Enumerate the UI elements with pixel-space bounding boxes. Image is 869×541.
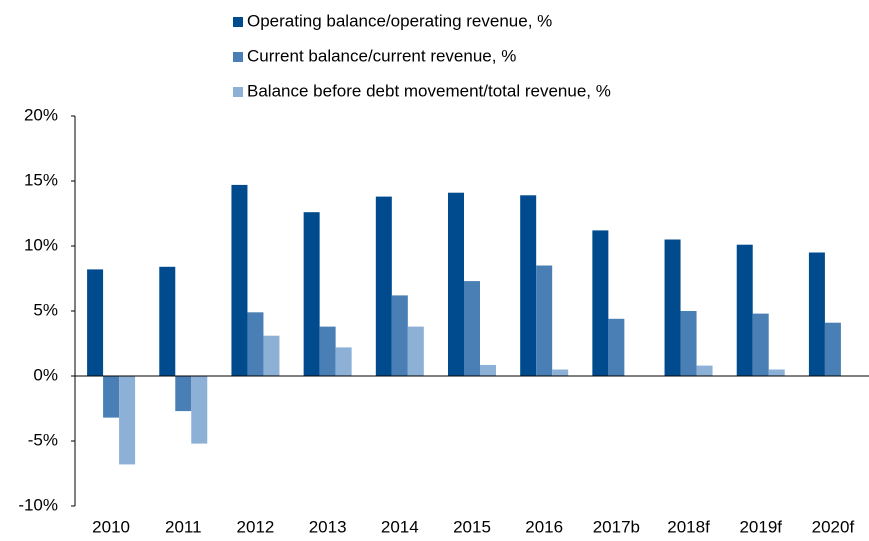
x-tick-label: 2012 bbox=[237, 517, 275, 536]
bar bbox=[592, 230, 609, 376]
bar bbox=[808, 252, 825, 376]
bar bbox=[263, 335, 280, 376]
legend-swatch bbox=[233, 87, 243, 97]
y-tick-label: -10% bbox=[18, 495, 58, 514]
bar bbox=[335, 347, 352, 376]
y-tick-label: -5% bbox=[28, 430, 58, 449]
legend-swatch bbox=[233, 52, 243, 62]
y-tick-label: 20% bbox=[24, 105, 58, 124]
x-tick-label: 2020f bbox=[812, 517, 855, 536]
legend-label: Current balance/current revenue, % bbox=[247, 46, 516, 65]
bar bbox=[552, 369, 569, 376]
bar bbox=[159, 266, 176, 376]
bar bbox=[87, 269, 104, 376]
bar bbox=[664, 239, 681, 376]
x-tick-label: 2013 bbox=[309, 517, 347, 536]
x-tick-label: 2010 bbox=[92, 517, 130, 536]
bar bbox=[407, 326, 424, 376]
bar bbox=[480, 364, 496, 376]
bar bbox=[536, 265, 553, 376]
y-tick-label: 5% bbox=[33, 300, 58, 319]
bar bbox=[391, 295, 408, 376]
x-tick-label: 2017b bbox=[593, 517, 640, 536]
x-tick-label: 2019f bbox=[739, 517, 782, 536]
bar bbox=[736, 244, 753, 376]
bar bbox=[231, 184, 248, 376]
x-tick-label: 2016 bbox=[525, 517, 563, 536]
bar bbox=[319, 326, 336, 376]
legend-label: Balance before debt movement/total reven… bbox=[247, 81, 611, 100]
legend-swatch bbox=[233, 17, 243, 27]
x-tick-label: 2014 bbox=[381, 517, 419, 536]
bar bbox=[119, 376, 136, 465]
bar bbox=[768, 369, 785, 376]
bar bbox=[191, 376, 208, 444]
legend-label: Operating balance/operating revenue, % bbox=[247, 11, 552, 30]
x-tick-label: 2015 bbox=[453, 517, 491, 536]
bar bbox=[824, 322, 841, 376]
y-tick-label: 15% bbox=[24, 170, 58, 189]
y-tick-label: 0% bbox=[33, 365, 58, 384]
x-tick-label: 2018f bbox=[667, 517, 710, 536]
bar bbox=[375, 196, 392, 376]
bar bbox=[175, 376, 192, 412]
bar bbox=[303, 212, 320, 376]
bar bbox=[680, 311, 697, 376]
bar bbox=[752, 313, 769, 376]
y-tick-label: 10% bbox=[24, 235, 58, 254]
bar bbox=[464, 281, 480, 376]
bar bbox=[696, 365, 713, 376]
x-tick-label: 2011 bbox=[165, 517, 202, 536]
bar bbox=[520, 195, 537, 376]
bar bbox=[448, 192, 464, 376]
bar bbox=[103, 376, 120, 418]
bar bbox=[608, 318, 625, 376]
bar bbox=[247, 312, 264, 376]
